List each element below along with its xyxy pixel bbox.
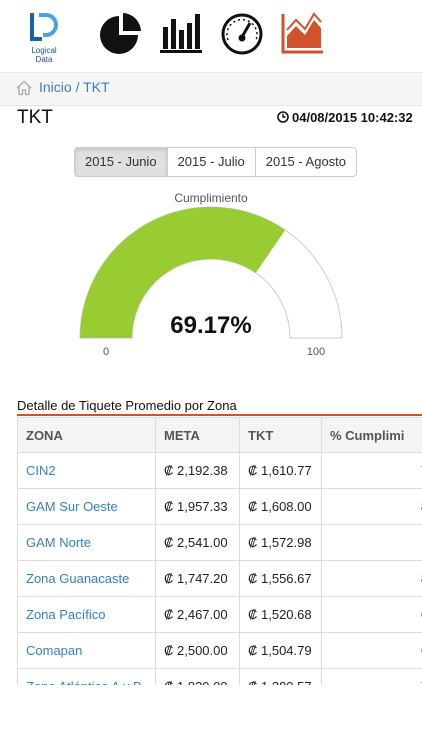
zona-cell[interactable]: Zona Pacífico xyxy=(17,596,156,633)
column-header-zona[interactable]: ZONA xyxy=(17,417,156,453)
table-row: Zona Atlántica A y B ₡ 1,839.00 ₡ 1,380.… xyxy=(17,668,422,685)
pie-chart-icon[interactable] xyxy=(98,10,144,56)
tkt-cell: ₡ 1,572.98 xyxy=(239,524,322,561)
meta-cell: ₡ 1,839.00 xyxy=(155,668,240,685)
zona-cell[interactable]: GAM Norte xyxy=(17,524,156,561)
month-selector: 2015 - Junio 2015 - Julio 2015 - Agosto xyxy=(74,147,358,177)
column-header-cumplimiento[interactable]: % Cumplimi xyxy=(321,417,422,453)
logical-data-logo[interactable]: Logical Data xyxy=(22,10,66,64)
tkt-cell: ₡ 1,610.77 xyxy=(239,452,322,489)
logo-mark xyxy=(30,13,58,41)
table-row: Zona Guanacaste ₡ 1,747.20 ₡ 1,556.67 89… xyxy=(17,560,422,597)
zona-table-container[interactable]: ZONA META TKT % Cumplimi CIN2 ₡ 2,192.38… xyxy=(17,417,422,685)
tkt-cell: ₡ 1,504.79 xyxy=(239,632,322,669)
gauge-title: Cumplimiento xyxy=(174,191,248,205)
tkt-cell: ₡ 1,556.67 xyxy=(239,560,322,597)
zona-cell[interactable]: GAM Sur Oeste xyxy=(17,488,156,525)
tkt-cell: ₡ 1,608.00 xyxy=(239,488,322,525)
breadcrumb-bar xyxy=(0,72,422,106)
bar-chart-icon[interactable] xyxy=(158,10,204,56)
cumplimiento-cell: 73. xyxy=(321,452,422,489)
table-row: CIN2 ₡ 2,192.38 ₡ 1,610.77 73. xyxy=(17,452,422,489)
meta-cell: ₡ 2,192.38 xyxy=(155,452,240,489)
column-header-meta[interactable]: META xyxy=(155,417,240,453)
tkt-cell: ₡ 1,520.68 xyxy=(239,596,322,633)
cumplimiento-gauge: Cumplimiento 69.17% 0 100 xyxy=(79,191,343,358)
table-row: GAM Norte ₡ 2,541.00 ₡ 1,572.98 6 xyxy=(17,524,422,561)
clock-icon xyxy=(277,111,289,123)
meta-cell: ₡ 2,541.00 xyxy=(155,524,240,561)
page-title: TKT xyxy=(17,107,53,128)
table-row: GAM Sur Oeste ₡ 1,957.33 ₡ 1,608.00 82. xyxy=(17,488,422,525)
column-header-tkt[interactable]: TKT xyxy=(239,417,322,453)
zona-cell[interactable]: CIN2 xyxy=(17,452,156,489)
zona-table: ZONA META TKT % Cumplimi CIN2 ₡ 2,192.38… xyxy=(17,417,422,685)
meta-cell: ₡ 2,500.00 xyxy=(155,632,240,669)
gauge-max-label: 100 xyxy=(307,346,325,358)
table-row: Comapan ₡ 2,500.00 ₡ 1,504.79 60. xyxy=(17,632,422,669)
top-bar: Logical Data xyxy=(0,0,422,72)
cumplimiento-cell: 82. xyxy=(321,488,422,525)
gauge-min-label: 0 xyxy=(103,346,109,358)
zona-cell[interactable]: Zona Atlántica A y B xyxy=(17,668,156,685)
month-button-junio[interactable]: 2015 - Junio xyxy=(74,147,168,177)
home-icon[interactable] xyxy=(16,80,32,96)
meta-cell: ₡ 1,747.20 xyxy=(155,560,240,597)
meta-cell: ₡ 2,467.00 xyxy=(155,596,240,633)
area-chart-icon[interactable] xyxy=(279,10,325,56)
cumplimiento-cell: 61. xyxy=(321,596,422,633)
cumplimiento-cell: 89. xyxy=(321,560,422,597)
month-button-agosto[interactable]: 2015 - Agosto xyxy=(254,147,358,177)
logo-text: Logical Data xyxy=(31,46,57,64)
breadcrumb[interactable]: Inicio / TKT xyxy=(39,79,110,95)
cumplimiento-cell: 60. xyxy=(321,632,422,669)
table-title: Detalle de Tiquete Promedio por Zona xyxy=(17,398,237,413)
meta-cell: ₡ 1,957.33 xyxy=(155,488,240,525)
table-header-row: ZONA META TKT % Cumplimi xyxy=(17,417,422,453)
tkt-cell: ₡ 1,380.57 xyxy=(239,668,322,685)
zona-cell[interactable]: Comapan xyxy=(17,632,156,669)
month-button-julio[interactable]: 2015 - Julio xyxy=(166,147,256,177)
speedometer-icon[interactable] xyxy=(219,10,265,56)
zona-cell[interactable]: Zona Guanacaste xyxy=(17,560,156,597)
last-updated-timestamp: 04/08/2015 10:42:32 xyxy=(292,110,413,125)
section-divider xyxy=(17,414,422,416)
gauge-value: 69.17% xyxy=(170,312,251,339)
cumplimiento-cell: 75. xyxy=(321,668,422,685)
table-row: Zona Pacífico ₡ 2,467.00 ₡ 1,520.68 61. xyxy=(17,596,422,633)
gauge-fill xyxy=(80,206,286,338)
cumplimiento-cell: 6 xyxy=(321,524,422,561)
